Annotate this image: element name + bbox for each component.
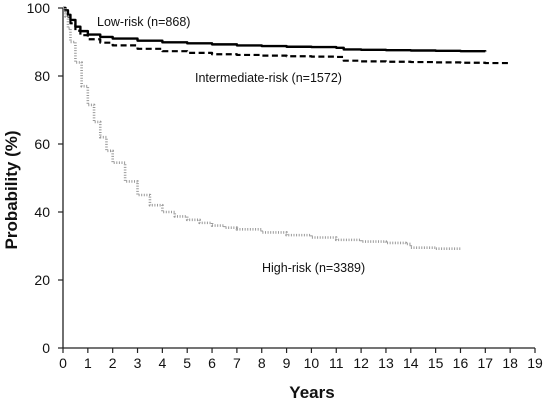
x-tick-label: 7 [233,355,241,371]
x-tick-label: 2 [109,355,117,371]
y-axis-title: Probability (%) [2,130,21,249]
y-tick-label: 0 [42,340,50,356]
x-tick-label: 12 [353,355,369,371]
x-tick-label: 4 [158,355,166,371]
series-line-intermediate-risk [63,6,512,65]
y-tick-label: 100 [27,0,51,16]
series-lines [63,6,512,251]
series-label-high-risk: High-risk (n=3389) [262,261,365,275]
x-tick-label: 15 [428,355,444,371]
series-label-low-risk: Low-risk (n=868) [97,15,190,29]
y-axis-ticks: 0 20 40 60 80 100 [27,0,63,356]
y-tick-label: 80 [34,68,50,84]
x-tick-label: 13 [378,355,394,371]
x-tick-label: 3 [134,355,142,371]
x-tick-label: 8 [258,355,266,371]
x-tick-label: 10 [304,355,320,371]
x-tick-label: 17 [478,355,494,371]
series-label-intermediate-risk: Intermediate-risk (n=1572) [195,71,342,85]
y-tick-label: 60 [34,136,50,152]
x-tick-label: 18 [502,355,518,371]
x-tick-label: 14 [403,355,419,371]
x-tick-label: 0 [59,355,67,371]
y-tick-label: 40 [34,204,50,220]
x-tick-label: 5 [183,355,191,371]
x-tick-label: 19 [527,355,543,371]
series-line-high-risk [63,6,462,251]
y-tick-label: 20 [34,272,50,288]
x-tick-label: 6 [208,355,216,371]
x-tick-label: 1 [84,355,92,371]
x-tick-label: 16 [453,355,469,371]
x-axis-ticks: 0 1 2 3 4 5 6 7 8 9 10 11 12 13 14 15 16 17 18 19 [59,348,543,371]
x-axis-title: Years [289,383,334,402]
axes [62,8,535,349]
x-tick-label: 9 [283,355,291,371]
x-tick-label: 11 [329,355,344,371]
